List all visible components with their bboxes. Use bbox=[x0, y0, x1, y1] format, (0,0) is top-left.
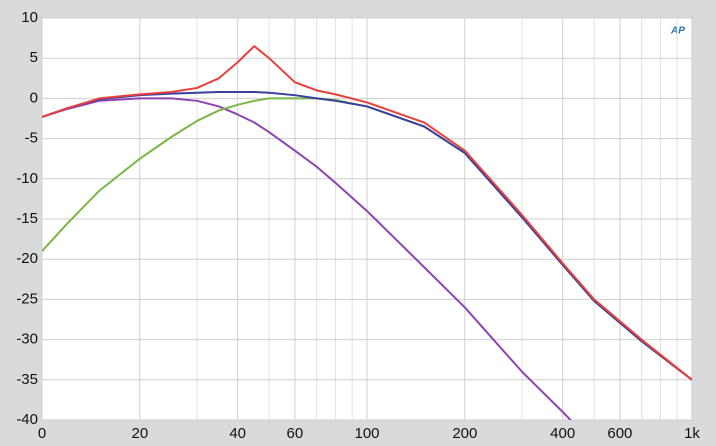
y-tick-label: -5 bbox=[25, 130, 38, 147]
x-tick-label: 60 bbox=[287, 425, 304, 442]
x-tick-label: 1k bbox=[684, 425, 700, 442]
x-tick-label: 600 bbox=[607, 425, 632, 442]
y-tick-label: -40 bbox=[16, 411, 38, 428]
y-tick-label: -20 bbox=[16, 250, 38, 267]
x-tick-label: 100 bbox=[354, 425, 379, 442]
series-line bbox=[42, 90, 692, 381]
y-tick-label: 0 bbox=[30, 89, 38, 106]
y-tick-label: 10 bbox=[21, 9, 38, 26]
y-tick-label: 5 bbox=[30, 49, 38, 66]
y-tick-label: -15 bbox=[16, 210, 38, 227]
y-tick-label: -35 bbox=[16, 371, 38, 388]
y-tick-label: -30 bbox=[16, 331, 38, 348]
x-tick-label: 400 bbox=[550, 425, 575, 442]
y-tick-label: -25 bbox=[16, 290, 38, 307]
logo: AP bbox=[670, 26, 685, 37]
series-line bbox=[42, 45, 692, 381]
x-tick-label: 200 bbox=[452, 425, 477, 442]
x-tick-label: 0 bbox=[38, 425, 46, 442]
series-line bbox=[42, 97, 572, 420]
x-tick-label: 40 bbox=[229, 425, 246, 442]
x-tick-label: 20 bbox=[131, 425, 148, 442]
y-tick-label: -10 bbox=[16, 170, 38, 187]
